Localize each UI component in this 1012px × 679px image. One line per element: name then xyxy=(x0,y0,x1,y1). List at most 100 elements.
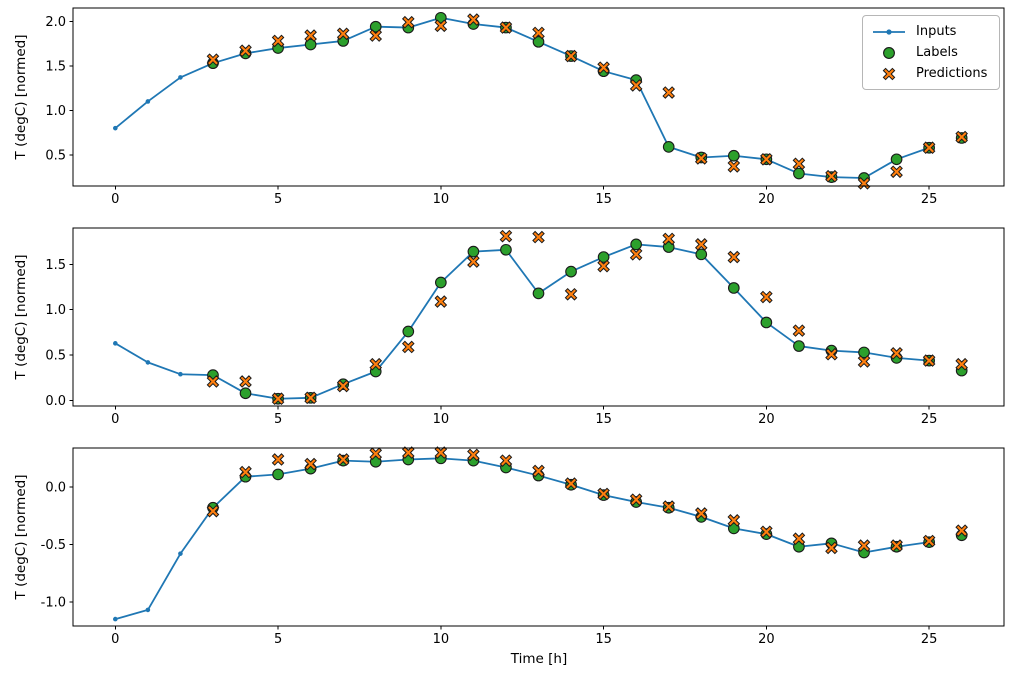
prediction-marker xyxy=(401,446,415,459)
label-marker xyxy=(272,468,284,481)
prediction-marker xyxy=(467,448,480,462)
prediction-marker xyxy=(401,15,415,29)
label-marker xyxy=(304,38,317,51)
inputs-line xyxy=(114,16,930,179)
x-tick-label: 15 xyxy=(595,192,612,207)
prediction-marker xyxy=(890,347,903,360)
prediction-marker xyxy=(499,229,513,243)
y-tick-label: 1.5 xyxy=(45,258,66,273)
prediction-marker xyxy=(792,532,806,546)
input-point xyxy=(145,607,151,613)
y-axis-label-subplot-1: T (degC) [normed] xyxy=(13,34,29,160)
prediction-marker xyxy=(825,541,838,555)
prediction-marker xyxy=(597,259,610,273)
prediction-marker xyxy=(271,453,285,466)
prediction-marker xyxy=(499,454,513,467)
prediction-marker xyxy=(760,290,773,304)
prediction-marker xyxy=(532,464,545,478)
input-point xyxy=(178,551,183,556)
label-marker xyxy=(565,265,577,278)
x-tick-label: 0 xyxy=(111,632,119,647)
prediction-marker xyxy=(955,357,968,371)
x-tick-label: 0 xyxy=(111,192,119,207)
input-point xyxy=(113,125,118,131)
legend-label-inputs: Inputs xyxy=(916,24,957,39)
label-marker xyxy=(434,276,447,289)
input-point xyxy=(145,99,151,104)
y-tick-label: 1.0 xyxy=(45,303,66,318)
prediction-marker xyxy=(304,457,317,471)
input-point xyxy=(178,371,183,377)
label-marker xyxy=(630,238,643,251)
input-point xyxy=(178,75,183,80)
prediction-marker xyxy=(922,141,936,155)
prediction-marker xyxy=(955,524,968,537)
predictions-x-icon xyxy=(882,67,896,80)
prediction-marker xyxy=(890,165,903,179)
input-point xyxy=(113,616,118,622)
x-axis-label: Time [h] xyxy=(510,651,568,667)
label-marker xyxy=(597,251,610,263)
axes-frame xyxy=(72,447,1005,627)
label-marker xyxy=(760,316,773,329)
label-marker xyxy=(500,243,512,256)
label-marker xyxy=(662,140,675,153)
prediction-marker xyxy=(727,160,741,173)
prediction-marker xyxy=(727,250,741,264)
label-marker xyxy=(695,248,708,261)
y-tick-label: 1.5 xyxy=(45,59,66,74)
prediction-marker xyxy=(662,86,676,99)
prediction-marker xyxy=(336,453,350,466)
legend-label-labels: Labels xyxy=(916,45,958,60)
label-marker xyxy=(402,325,415,338)
prediction-marker xyxy=(597,61,610,74)
prediction-marker xyxy=(792,157,806,171)
x-tick-label: 10 xyxy=(433,192,450,207)
prediction-marker xyxy=(206,53,220,66)
prediction-marker xyxy=(857,355,871,368)
axes-frame xyxy=(72,227,1005,407)
x-tick-label: 25 xyxy=(921,192,938,207)
prediction-marker xyxy=(662,232,676,246)
y-axis-label-subplot-2: T (degC) [normed] xyxy=(13,254,29,380)
labels-circle-icon xyxy=(883,46,895,59)
input-point xyxy=(113,341,118,346)
prediction-marker xyxy=(727,514,741,527)
x-tick-label: 0 xyxy=(111,412,119,427)
prediction-marker xyxy=(694,238,708,251)
prediction-marker xyxy=(369,29,383,42)
prediction-marker xyxy=(369,447,383,461)
legend-item-inputs: Inputs xyxy=(871,21,987,42)
legend-label-predictions: Predictions xyxy=(916,66,988,81)
inputs-line xyxy=(114,243,930,400)
prediction-marker xyxy=(564,49,578,63)
prediction-marker xyxy=(206,375,220,388)
prediction-marker xyxy=(857,539,871,552)
label-marker xyxy=(727,282,740,294)
y-tick-label: -1.0 xyxy=(41,595,66,610)
legend: Inputs Labels Predictions xyxy=(862,15,1001,90)
prediction-marker xyxy=(336,27,350,41)
prediction-marker xyxy=(694,152,708,165)
y-tick-label: 1.0 xyxy=(45,104,66,119)
prediction-marker xyxy=(434,446,448,459)
x-tick-label: 10 xyxy=(433,412,450,427)
prediction-marker xyxy=(629,248,643,261)
x-tick-label: 25 xyxy=(921,412,938,427)
prediction-marker xyxy=(239,44,252,58)
y-tick-label: 0.0 xyxy=(45,481,66,496)
prediction-marker xyxy=(629,79,643,92)
label-marker xyxy=(793,167,805,180)
label-marker xyxy=(532,287,545,300)
x-tick-label: 15 xyxy=(595,632,612,647)
inputs-line-icon xyxy=(873,28,905,35)
prediction-marker xyxy=(597,487,610,501)
axes-frame xyxy=(72,7,1005,187)
y-axis-label-subplot-3: T (degC) [normed] xyxy=(13,474,29,600)
input-point xyxy=(145,360,151,365)
y-tick-label: 0.5 xyxy=(45,349,66,364)
y-tick-label: 0.0 xyxy=(45,394,66,409)
prediction-marker xyxy=(564,477,578,490)
label-marker xyxy=(369,20,382,33)
